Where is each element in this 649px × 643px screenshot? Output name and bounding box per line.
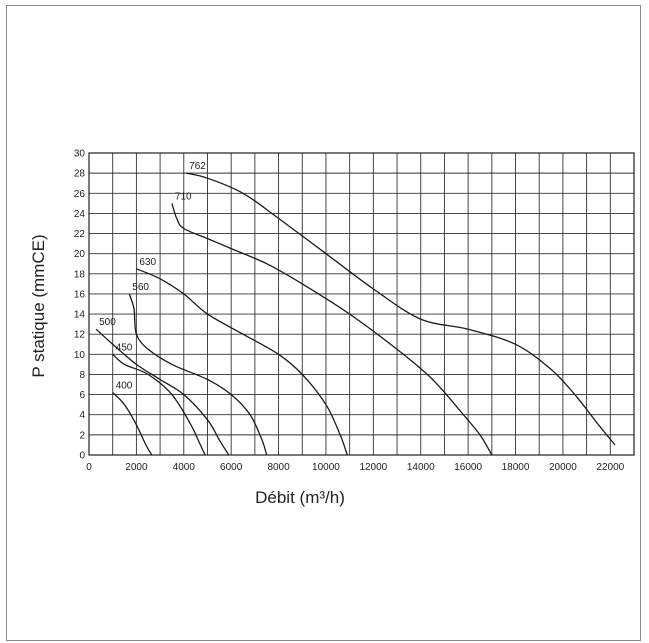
y-tick-label: 2 [79, 430, 85, 441]
curve-500 [95, 328, 230, 456]
x-tick-label: 12000 [359, 462, 387, 473]
y-tick-label: 28 [74, 169, 86, 180]
chart-frame: 0 2000 4000 6000 8000 10000 12000 14000 16000 180… [6, 5, 641, 641]
curve-400 [112, 392, 153, 456]
x-tick-labels: 0 2000 4000 6000 8000 10000 12000 14000 16000 180… [86, 462, 624, 473]
x-tick-label: 8000 [267, 462, 290, 473]
x-tick-label: 18000 [502, 462, 530, 473]
y-tick-label: 18 [74, 269, 86, 280]
curve-560 [128, 293, 268, 456]
y-tick-label: 24 [74, 209, 86, 220]
y-axis-title: P statique (mmCE) [29, 234, 48, 377]
x-tick-label: 4000 [173, 462, 196, 473]
curves [95, 172, 616, 456]
x-axis-title: Débit (m³/h) [255, 488, 345, 507]
curve-label-500: 500 [99, 317, 116, 328]
x-tick-label: 14000 [407, 462, 435, 473]
y-tick-label: 26 [74, 189, 86, 200]
x-tick-label: 22000 [596, 462, 624, 473]
curve-710 [171, 203, 493, 456]
curve-450 [112, 353, 206, 456]
x-tick-label: 10000 [312, 462, 340, 473]
x-tick-label: 16000 [454, 462, 482, 473]
x-tick-label: 2000 [125, 462, 148, 473]
curve-630 [136, 268, 348, 456]
x-tick-label: 0 [86, 462, 92, 473]
y-tick-label: 0 [79, 451, 85, 462]
curve-label-630: 630 [139, 257, 156, 268]
y-tick-label: 4 [79, 410, 85, 421]
curve-label-710: 710 [175, 191, 192, 202]
x-tick-label: 6000 [220, 462, 243, 473]
curve-label-762: 762 [189, 161, 206, 172]
curve-762 [186, 172, 616, 446]
x-tick-label: 20000 [549, 462, 577, 473]
grid [88, 152, 635, 456]
y-tick-label: 8 [79, 370, 85, 381]
curve-label-400: 400 [116, 381, 133, 392]
y-tick-label: 10 [74, 350, 86, 361]
y-tick-label: 12 [74, 330, 86, 341]
y-tick-label: 30 [74, 149, 86, 160]
y-tick-label: 14 [74, 310, 86, 321]
curve-label-450: 450 [116, 342, 133, 353]
y-tick-label: 6 [79, 390, 85, 401]
curve-labels: 400 450 500 560 630 710 762 [99, 161, 206, 391]
curve-label-560: 560 [132, 282, 149, 293]
y-tick-label: 20 [74, 249, 86, 260]
y-tick-label: 16 [74, 289, 86, 300]
plot-border [88, 152, 635, 456]
y-tick-label: 22 [74, 229, 86, 240]
fan-curve-chart: 0 2000 4000 6000 8000 10000 12000 14000 16000 180… [29, 149, 635, 507]
